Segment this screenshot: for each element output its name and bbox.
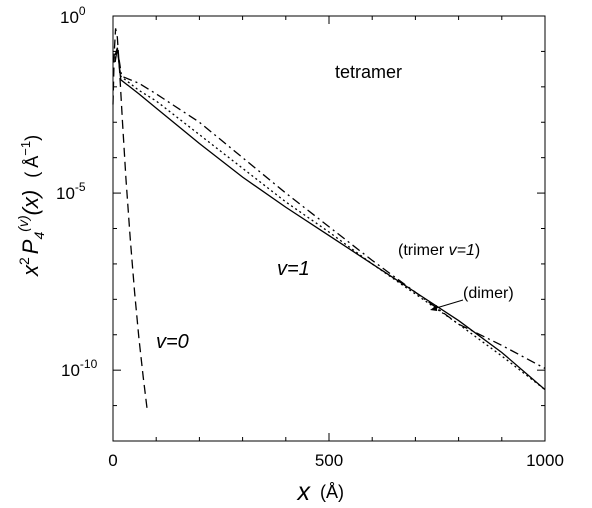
annotation-tetramer: tetramer [335,62,402,82]
x-axis-unit: (Å) [320,482,344,502]
y-tick-label-1e0: 100 [60,4,86,27]
x-tick-label-1000: 1000 [526,451,564,470]
y-tick-label-1e-10: 10-10 [61,357,98,380]
series-line-v1_tetramer [114,47,546,391]
series-line-dimer [114,49,546,391]
x-tick-label-500: 500 [315,451,343,470]
y-tick-label-1e-5: 10-5 [56,180,86,203]
annotation-trimer: (trimer v=1) [398,242,480,259]
series-line-trimer [114,47,546,369]
x-ticks [112,16,546,441]
annotation-v1: v=1 [277,258,310,280]
plot-area-frame [112,15,546,442]
y-axis-label: x2P4(v)(x)(Å−1) [15,135,47,277]
y-major-ticks [113,15,545,371]
dimer-pointer-arrow [432,299,464,310]
y-minor-ticks [113,50,545,442]
dimer-arrowhead [430,305,437,311]
annotation-v0: v=0 [156,331,189,353]
annotation-dimer: (dimer) [463,285,514,302]
x-tick-label-0: 0 [108,451,117,470]
series-line-v0 [112,28,149,413]
x-axis-label: x [297,478,312,506]
